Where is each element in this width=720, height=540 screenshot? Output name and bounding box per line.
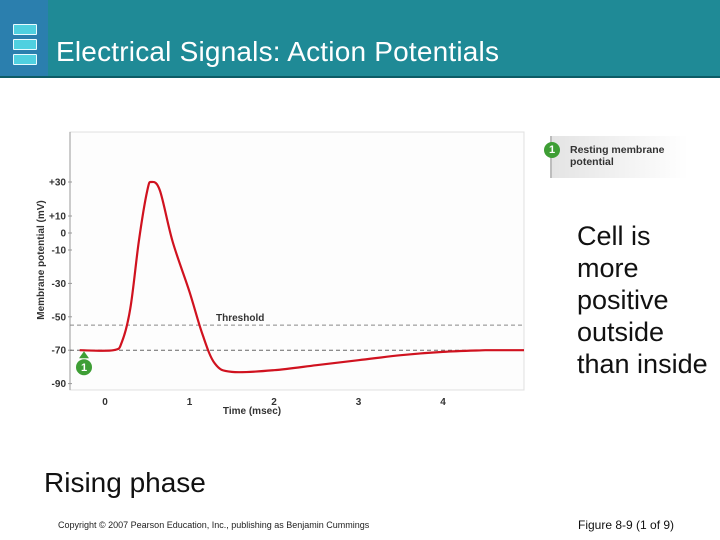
y-tick-label: -90 bbox=[52, 379, 67, 390]
x-tick-label: 2 bbox=[271, 397, 277, 408]
y-tick-label: 0 bbox=[60, 229, 66, 240]
slide-title: Electrical Signals: Action Potentials bbox=[56, 36, 500, 67]
phase-label: Rising phase bbox=[44, 467, 206, 498]
membrane-potential-trace bbox=[79, 180, 524, 374]
x-tick-label: 1 bbox=[187, 397, 193, 408]
y-tick-label: +10 bbox=[49, 212, 66, 223]
y-tick-label: -50 bbox=[52, 312, 67, 323]
logo-bar bbox=[0, 0, 48, 76]
y-axis-ticks: +30 +10 0 -10 -30 -50 -70 -90 bbox=[49, 178, 72, 390]
marker-circle bbox=[76, 359, 92, 376]
figure-reference: Figure 8-9 (1 of 9) bbox=[578, 518, 675, 532]
y-axis-title: Membrane potential (mV) bbox=[36, 200, 47, 319]
threshold-label: Threshold bbox=[216, 313, 264, 324]
y-tick-label: -30 bbox=[52, 279, 67, 290]
slide-header: Electrical Signals: Action Potentials bbox=[0, 0, 720, 76]
x-tick-label: 4 bbox=[440, 397, 446, 408]
y-tick-label: -70 bbox=[52, 346, 67, 357]
x-axis-ticks: 0 1 2 3 4 bbox=[102, 397, 446, 408]
callout-number-badge: 1 bbox=[544, 142, 560, 158]
header-divider bbox=[0, 76, 720, 78]
x-tick-label: 0 bbox=[102, 397, 108, 408]
marker-number: 1 bbox=[81, 362, 87, 374]
marker-arrow-icon bbox=[79, 351, 89, 359]
y-tick-label: -10 bbox=[52, 246, 67, 257]
copyright-text: Copyright © 2007 Pearson Education, Inc.… bbox=[58, 520, 370, 530]
x-tick-label: 3 bbox=[356, 397, 362, 408]
resting-potential-callout: 1 Resting membrane potential bbox=[544, 136, 688, 178]
slide-logo-icon bbox=[13, 24, 39, 66]
description-text: Cell is more positive outside than insid… bbox=[577, 221, 708, 379]
y-tick-label: +30 bbox=[49, 178, 66, 189]
callout-label: Resting membrane potential bbox=[570, 144, 665, 168]
x-axis-title: Time (msec) bbox=[223, 406, 281, 417]
